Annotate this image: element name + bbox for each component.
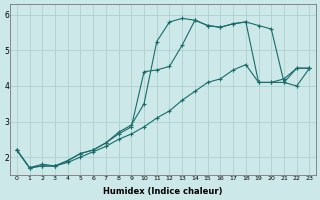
X-axis label: Humidex (Indice chaleur): Humidex (Indice chaleur) xyxy=(103,187,223,196)
